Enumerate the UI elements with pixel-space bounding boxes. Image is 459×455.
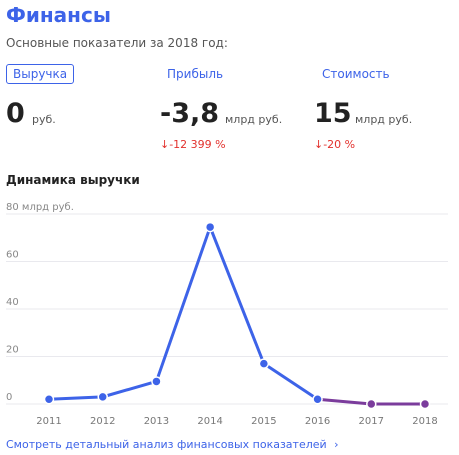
series-line-segment: [262, 362, 320, 401]
series-line-segment: [101, 379, 158, 399]
series-line-segment: [154, 225, 212, 383]
x-tick-label: 2015: [251, 416, 276, 427]
x-tick-label: 2016: [305, 416, 330, 427]
series-line-segment: [208, 225, 266, 366]
data-point: [204, 221, 216, 233]
metric-value-unit: млрд руб.: [355, 113, 413, 126]
metric-profit-value: -3,8: [160, 98, 220, 129]
tab-revenue[interactable]: Выручка: [6, 64, 75, 84]
tab-value[interactable]: Стоимость: [322, 67, 390, 81]
y-tick-label: 20: [6, 345, 19, 356]
x-tick-label: 2011: [36, 416, 61, 427]
detailed-analysis-link-label[interactable]: Смотреть детальный анализ финансовых пок…: [6, 438, 327, 451]
x-tick-label: 2013: [144, 416, 169, 427]
metric-value-value: 15: [314, 98, 352, 129]
data-point: [151, 376, 162, 387]
metric-revenue-unit: руб.: [32, 113, 56, 126]
y-tick-label: 60: [6, 250, 19, 261]
data-point: [43, 394, 55, 405]
series-line-segment: [316, 397, 373, 406]
tab-profit[interactable]: Прибыль: [167, 67, 224, 81]
detailed-analysis-link[interactable]: Смотреть детальный анализ финансовых пок…: [6, 438, 339, 451]
x-tick-label: 2012: [90, 416, 115, 427]
data-point: [258, 358, 270, 369]
data-point: [366, 398, 377, 410]
series-line-segment: [47, 395, 105, 401]
data-point: [97, 391, 108, 403]
page-title: Финансы: [6, 3, 111, 27]
metric-revenue-value: 0: [6, 98, 25, 129]
revenue-chart: 0 20 40 60 80 млрд руб. 2011 2012 2013 2014 2015 2…: [6, 202, 448, 427]
metric-profit-change: ↓-12 399 %: [160, 138, 226, 151]
data-point: [419, 398, 431, 410]
x-tick-label: 2014: [197, 416, 222, 427]
chevron-right-icon: ›: [334, 438, 339, 451]
y-tick-label: 0: [6, 392, 12, 403]
data-point: [312, 394, 323, 405]
x-tick-label: 2017: [359, 416, 384, 427]
metric-value-change: ↓-20 %: [314, 138, 356, 151]
y-axis-label: 80 млрд руб.: [6, 202, 74, 213]
page-subtitle: Основные показатели за 2018 год:: [6, 36, 228, 50]
y-tick-label: 40: [6, 297, 19, 308]
metric-profit-unit: млрд руб.: [225, 113, 283, 126]
section-title: Динамика выручки: [6, 173, 140, 187]
x-tick-label: 2018: [412, 416, 437, 427]
